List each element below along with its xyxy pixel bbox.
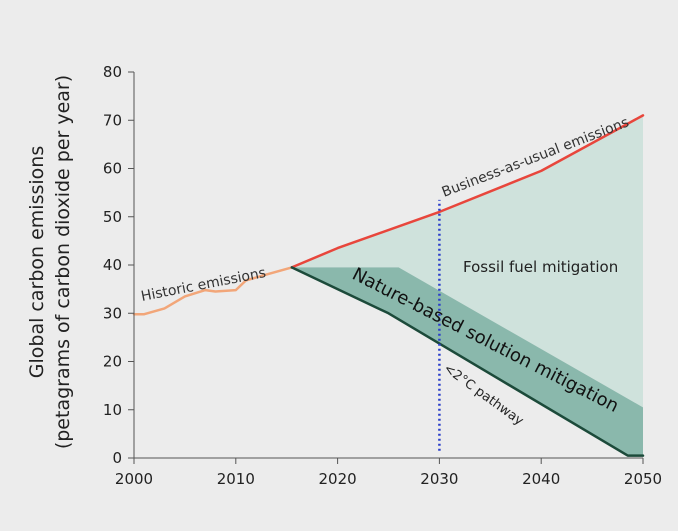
area-fossil-fuel-mitigation [291, 115, 643, 408]
y-axis-title-line1: Global carbon emissions [26, 146, 48, 378]
x-tick-label-2020: 2020 [319, 470, 357, 488]
y-tick-label-0: 0 [112, 449, 122, 467]
x-tick-label-2030: 2030 [420, 470, 458, 488]
x-tick-label-2000: 2000 [115, 470, 153, 488]
y-tick-label-50: 50 [103, 208, 122, 226]
line-business-as-usual-emissions [290, 114, 645, 269]
y-tick-label-70: 70 [103, 111, 122, 129]
y-tick-label-20: 20 [103, 353, 122, 371]
x-tick-label-2010: 2010 [217, 470, 255, 488]
lines-layer [132, 114, 645, 457]
line-historic-emissions [132, 266, 294, 316]
y-axis-title-line2: (petagrams of carbon dioxide per year) [52, 75, 74, 449]
y-tick-label-30: 30 [103, 304, 122, 322]
y-tick-label-40: 40 [103, 256, 122, 274]
area-nature-based-solution-mitigation [291, 267, 643, 456]
y-tick-label-10: 10 [103, 401, 122, 419]
x-tick-label-2040: 2040 [522, 470, 560, 488]
x-tick-label-2050: 2050 [624, 470, 662, 488]
line-2-c-pathway [290, 266, 645, 457]
label-fossil-fuel-mitigation: Fossil fuel mitigation [463, 258, 618, 276]
areas-layer [291, 115, 643, 456]
y-tick-label-80: 80 [103, 63, 122, 81]
y-tick-label-60: 60 [103, 160, 122, 178]
